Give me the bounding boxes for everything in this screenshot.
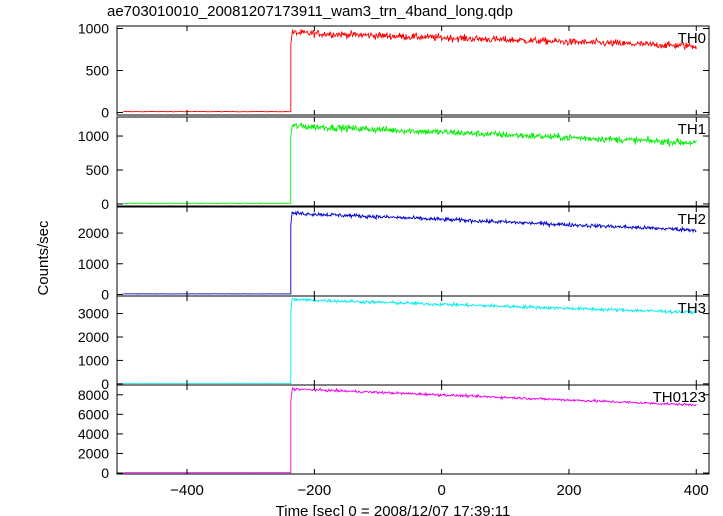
panel-frame-th1 bbox=[116, 116, 710, 207]
series-label: TH3 bbox=[678, 300, 706, 317]
x-axis-label: Time [sec] 0 = 2008/12/07 17:39:11 bbox=[276, 503, 511, 516]
y-tick-label: 500 bbox=[86, 63, 110, 79]
panel-frame-th2 bbox=[116, 206, 710, 297]
y-tick-label: 2000 bbox=[78, 225, 109, 241]
x-tick-label: −400 bbox=[170, 482, 204, 499]
series-label: TH0123 bbox=[653, 389, 706, 406]
series-line-th3 bbox=[123, 297, 697, 384]
y-axis-label: Counts/sec bbox=[35, 220, 52, 296]
y-tick-label: 0 bbox=[101, 286, 109, 302]
series-line-th0123 bbox=[123, 386, 697, 474]
y-tick-label: 0 bbox=[101, 196, 109, 212]
series-label: TH0 bbox=[678, 30, 706, 47]
x-tick-label: 0 bbox=[437, 482, 445, 499]
y-tick-label: 2000 bbox=[78, 329, 109, 345]
series-line-th1 bbox=[123, 122, 697, 204]
y-tick-label: 3000 bbox=[78, 306, 109, 322]
y-tick-label: 4000 bbox=[78, 426, 109, 442]
series-label: TH2 bbox=[678, 211, 706, 228]
series-line-th0 bbox=[123, 29, 697, 113]
chart-title: ae703010010_20081207173911_wam3_trn_4ban… bbox=[107, 3, 513, 20]
y-tick-label: 8000 bbox=[78, 387, 109, 403]
y-tick-label: 1000 bbox=[78, 352, 109, 368]
x-tick-label: 200 bbox=[556, 482, 581, 499]
y-tick-label: 1000 bbox=[78, 21, 109, 37]
y-tick-label: 6000 bbox=[78, 406, 109, 422]
series-label: TH1 bbox=[678, 121, 706, 138]
y-tick-label: 1000 bbox=[78, 128, 109, 144]
y-tick-label: 0 bbox=[101, 465, 109, 481]
panel-frame-th0 bbox=[116, 25, 710, 116]
y-tick-label: 1000 bbox=[78, 256, 109, 272]
x-tick-label: −200 bbox=[297, 482, 331, 499]
y-tick-label: 0 bbox=[101, 104, 109, 120]
x-tick-label: 400 bbox=[684, 482, 709, 499]
y-tick-label: 0 bbox=[101, 376, 109, 392]
series-line-th2 bbox=[123, 210, 697, 295]
y-tick-label: 500 bbox=[86, 162, 110, 178]
y-tick-label: 2000 bbox=[78, 445, 109, 461]
panel-frame-th0123 bbox=[116, 384, 710, 475]
